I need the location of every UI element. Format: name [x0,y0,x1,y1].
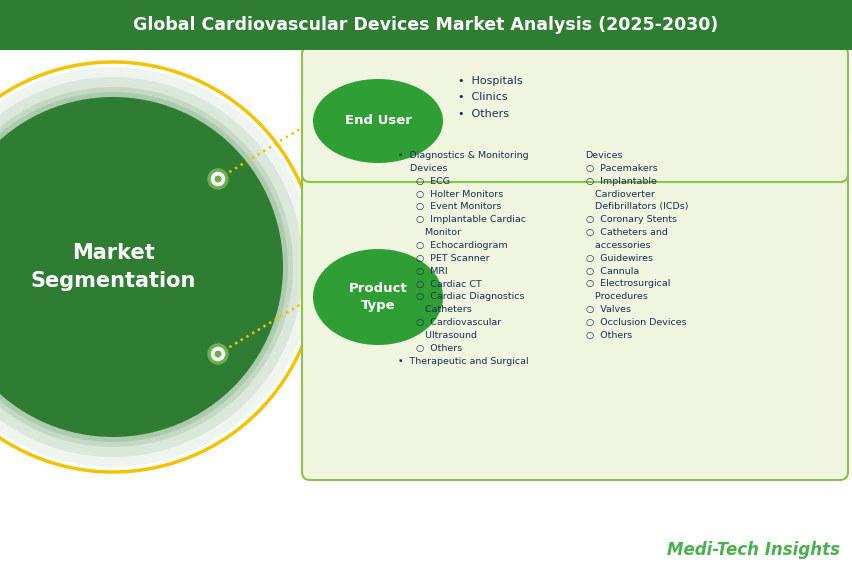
Ellipse shape [313,79,443,163]
Circle shape [0,77,303,457]
Ellipse shape [313,249,443,345]
Text: •  Hospitals
•  Clinics
•  Others: • Hospitals • Clinics • Others [458,76,522,119]
Circle shape [0,97,283,437]
FancyBboxPatch shape [302,46,848,182]
Text: •  Diagnostics & Monitoring
    Devices
      ○  ECG
      ○  Holter Monitors
  : • Diagnostics & Monitoring Devices ○ ECG… [398,151,528,366]
Circle shape [215,350,222,358]
Circle shape [0,92,288,442]
FancyBboxPatch shape [0,0,852,50]
Circle shape [209,170,227,188]
Text: Product
Type: Product Type [348,282,407,312]
Circle shape [0,87,293,447]
FancyBboxPatch shape [302,129,848,480]
Circle shape [209,345,227,363]
Text: Devices
○  Pacemakers
○  Implantable
   Cardioverter
   Defibrillators (ICDs)
○ : Devices ○ Pacemakers ○ Implantable Cardi… [585,151,688,340]
Text: End User: End User [344,115,412,128]
Text: Global Cardiovascular Devices Market Analysis (2025-2030): Global Cardiovascular Devices Market Ana… [134,16,718,34]
Text: Market
Segmentation: Market Segmentation [31,243,196,291]
Circle shape [0,67,313,467]
Text: Medi-Tech Insights: Medi-Tech Insights [667,541,840,559]
Circle shape [215,176,222,183]
